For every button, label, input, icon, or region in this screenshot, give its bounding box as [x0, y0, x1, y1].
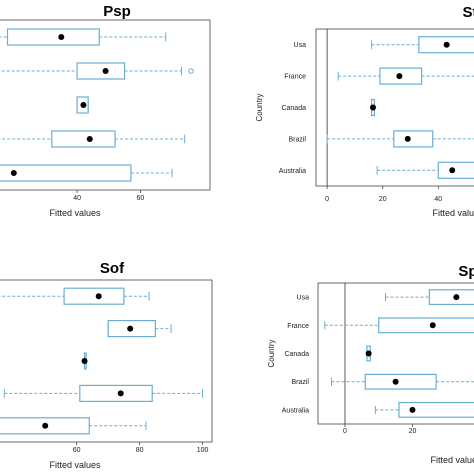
box-france [107, 320, 172, 338]
iqr-box [0, 164, 132, 182]
median-dot [365, 350, 372, 357]
x-tick-label: 20 [379, 196, 387, 203]
median-dot [392, 378, 399, 385]
category-label: France [287, 323, 309, 330]
x-tick-label: 0 [325, 196, 329, 203]
y-axis-label: Country [267, 339, 276, 367]
x-axis-label: Fitted values [49, 460, 101, 470]
x-axis-label: Fitted values [49, 208, 101, 218]
box-usa [371, 36, 474, 54]
category-label: Canada [284, 351, 309, 358]
iqr-box [63, 287, 125, 305]
median-dot [404, 135, 411, 142]
category-label: Brazil [291, 379, 309, 386]
iqr-box [393, 130, 434, 148]
panel-sof: 60 80 100 Sof Fitted values [0, 260, 213, 470]
median-dot [453, 294, 460, 301]
median-dot [80, 102, 87, 108]
median-dot [117, 390, 124, 397]
iqr-box [418, 36, 474, 54]
box-brazil [3, 384, 204, 402]
iqr-box [6, 28, 100, 46]
iqr-box [79, 384, 153, 402]
panel-title: Psp [103, 3, 131, 20]
box-france [324, 317, 474, 334]
box-australia [376, 161, 474, 179]
panel-sp: Usa France Canada Brazil Australia 0 20 Sp Fitte… [267, 263, 474, 465]
category-label: Usa [297, 295, 310, 302]
box-france [337, 67, 474, 85]
box-brazil [0, 130, 186, 148]
median-dot [449, 167, 456, 174]
box-australia [0, 164, 173, 182]
category-label: France [284, 74, 306, 81]
median-dot [429, 322, 436, 329]
x-tick-label: 60 [136, 195, 144, 202]
box-usa [385, 289, 474, 306]
box-canada [365, 345, 372, 362]
median-dot [443, 41, 450, 48]
iqr-box [0, 417, 90, 435]
box-canada [76, 96, 89, 114]
category-label: Australia [282, 407, 309, 414]
box-australia [374, 401, 474, 418]
x-tick-label: 60 [73, 447, 81, 454]
box-brazil [326, 130, 474, 148]
box-brazil [331, 373, 474, 390]
iqr-box [378, 317, 474, 334]
iqr-box [51, 130, 116, 148]
iqr-box [76, 62, 126, 80]
category-label: Brazil [288, 136, 306, 143]
box-canada [81, 352, 88, 370]
median-dot [102, 68, 109, 74]
box-usa [0, 28, 167, 46]
x-tick-label: 40 [73, 195, 81, 202]
y-axis-label: Country [255, 93, 264, 121]
panel-st: Usa France Canada Brazil Australia 0 20 40 St Fit… [255, 4, 474, 218]
plot-frame [317, 282, 474, 425]
plot-frame [0, 279, 213, 443]
median-dot [396, 73, 403, 80]
iqr-box [379, 67, 423, 85]
median-dot [10, 170, 17, 176]
iqr-box [398, 401, 474, 418]
panel-psp: 40 60 Psp Fitted values [0, 3, 211, 218]
median-dot [369, 104, 376, 111]
median-dot [81, 358, 88, 364]
box-usa [0, 287, 150, 305]
plot-frame [315, 28, 474, 187]
plot-frame [0, 19, 211, 191]
box-canada [369, 98, 376, 117]
x-tick-label: 80 [136, 447, 144, 454]
category-label: Australia [279, 168, 306, 175]
box-france [0, 62, 194, 80]
x-axis-label: Fitted values [432, 208, 474, 218]
x-axis-label: Fitted values [430, 455, 474, 465]
median-dot [95, 293, 102, 300]
x-tick-label: 100 [197, 447, 209, 454]
iqr-box [364, 373, 437, 390]
iqr-box [437, 161, 474, 179]
category-label: Usa [294, 42, 307, 49]
x-tick-label: 0 [343, 428, 347, 435]
outlier-point [188, 68, 194, 74]
x-tick-label: 40 [434, 196, 442, 203]
panel-title: St [463, 4, 474, 21]
iqr-box [76, 96, 89, 114]
iqr-box [428, 289, 474, 306]
x-tick-label: 20 [409, 428, 417, 435]
median-dot [127, 325, 134, 332]
median-dot [409, 406, 416, 413]
iqr-box [107, 320, 156, 338]
box-australia [0, 417, 147, 435]
panel-title: Sof [100, 260, 125, 277]
panel-title: Sp [458, 263, 474, 280]
median-dot [58, 34, 65, 40]
median-dot [42, 422, 49, 429]
category-label: Canada [281, 105, 306, 112]
median-dot [86, 136, 93, 142]
